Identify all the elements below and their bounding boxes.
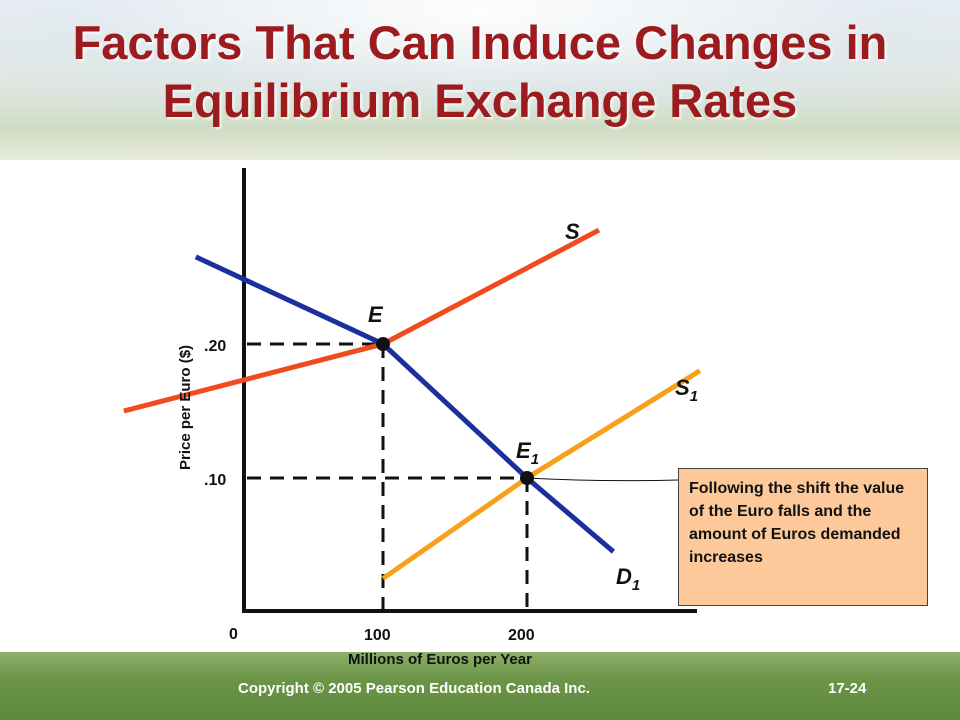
point-e1 [520,471,534,485]
label-e1-base: E [516,438,532,463]
slide-number: 17-24 [828,680,867,697]
title-line-2: Equilibrium Exchange Rates [162,74,798,127]
header-sky [0,0,960,110]
callout-pointer [526,477,679,482]
y-tick-10: .10 [204,472,226,489]
slide-title: Factors That Can Induce Changes in Equil… [0,14,960,130]
x-axis-title: Millions of Euros per Year [348,651,532,668]
label-s1-sub: 1 [690,388,698,405]
title-line-1: Factors That Can Induce Changes in [72,16,888,69]
label-d1-base: D [616,564,632,589]
origin-label: 0 [229,626,238,643]
x-tick-100: 100 [364,627,391,644]
supply-curve-s1 [381,368,702,581]
label-s1-base: S [675,375,690,400]
label-s1: S1 [675,375,698,405]
label-d1-sub: 1 [632,577,640,594]
label-e1: E1 [516,438,539,468]
supply-curve-s [123,227,601,414]
callout-text: Following the shift the value of the Eur… [689,480,905,566]
y-tick-20: .20 [204,338,226,355]
footer-background [0,652,960,720]
y-axis-title: Price per Euro ($) [177,345,194,470]
demand-curve-d1 [194,254,616,554]
label-e: E [368,302,384,327]
label-e1-sub: 1 [531,451,539,468]
label-s: S [565,219,580,244]
label-d1: D1 [616,564,640,594]
x-tick-200: 200 [508,627,535,644]
point-e [376,337,390,351]
callout-box: Following the shift the value of the Eur… [678,468,928,606]
copyright-text: Copyright © 2005 Pearson Education Canad… [238,680,590,697]
